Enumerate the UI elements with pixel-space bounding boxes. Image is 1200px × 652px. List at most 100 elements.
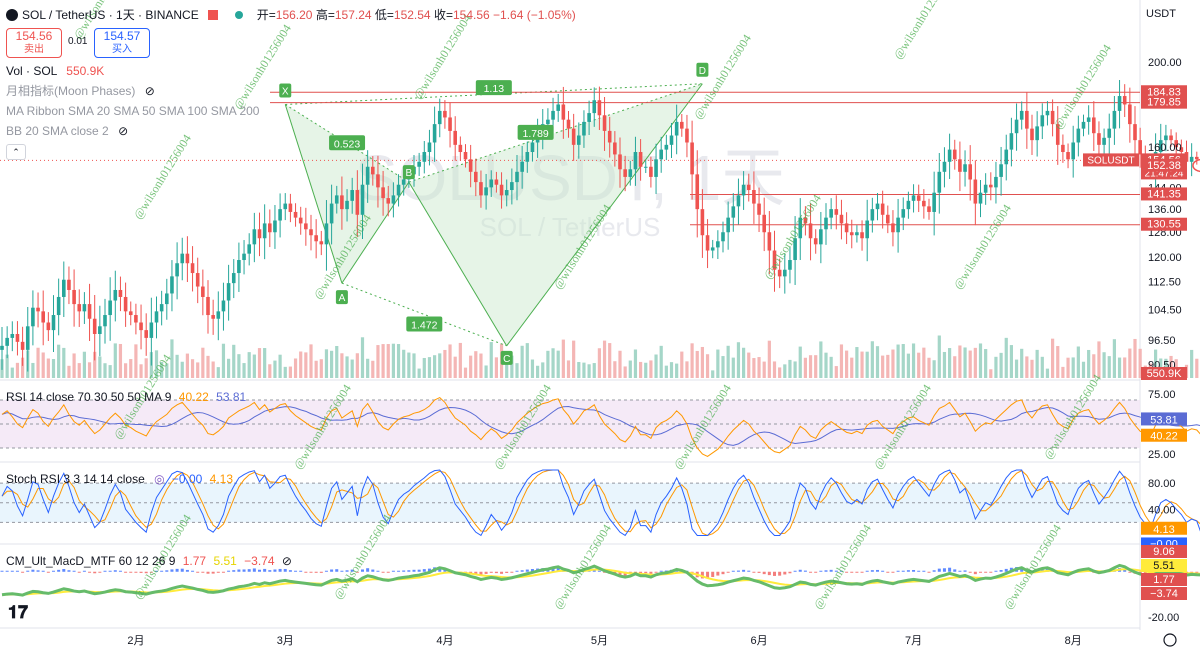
- volume-bar: [93, 351, 97, 378]
- volume-bar: [551, 348, 555, 378]
- macd-hist-bar: [1195, 571, 1199, 573]
- volume-bar: [942, 351, 947, 378]
- candle-body: [721, 232, 725, 242]
- harmonic-point-b: [402, 165, 415, 180]
- candle-body: [1112, 110, 1117, 129]
- volume-bar: [1009, 345, 1013, 378]
- candle-body: [994, 176, 998, 188]
- moon-legend[interactable]: 月相指标(Moon Phases) ⊘: [6, 82, 155, 99]
- macd-hist-bar: [31, 569, 35, 572]
- sell-button[interactable]: 154.56 卖出: [6, 28, 62, 58]
- macd-hist-bar: [288, 570, 292, 572]
- currency-label[interactable]: USDT: [1146, 8, 1176, 20]
- user-watermark-text: @wilsonh01256004: [811, 522, 874, 612]
- macd-hist-bar: [1190, 571, 1194, 573]
- buy-button[interactable]: 154.57 买入: [94, 28, 150, 58]
- candle-body: [932, 192, 936, 212]
- volume-bar: [113, 343, 117, 378]
- bb-legend[interactable]: BB 20 SMA close 2 ⊘: [6, 124, 128, 138]
- candle-body: [46, 322, 51, 331]
- volume-bar: [613, 361, 617, 378]
- x-tick-label: 2月: [127, 635, 144, 647]
- candle-body: [556, 104, 560, 111]
- price-label-value: 141.35: [1147, 188, 1181, 200]
- candle-body: [952, 149, 957, 160]
- macd-hist-bar: [335, 569, 339, 572]
- macd-hist-bar: [793, 570, 797, 572]
- candle-body: [793, 238, 797, 261]
- macd-hist-bar: [942, 568, 946, 572]
- candle-body: [669, 135, 674, 145]
- volume-bar: [927, 357, 931, 378]
- eye-off-icon[interactable]: ⊘: [144, 84, 155, 98]
- x-tick-label: 6月: [750, 635, 767, 647]
- macd-hist-bar: [762, 571, 766, 575]
- volume-bar: [10, 367, 14, 378]
- candle-body: [396, 184, 401, 196]
- macd-hist-bar: [659, 570, 663, 572]
- macd-hist-bar: [427, 568, 431, 572]
- volume-bar: [870, 341, 874, 378]
- candle-body: [937, 171, 942, 193]
- macd-hist-bar: [417, 569, 421, 572]
- macd-hist-bar: [515, 570, 519, 572]
- macd-hist-bar: [319, 571, 323, 573]
- volume-bar: [433, 355, 437, 378]
- volume-bar: [731, 357, 735, 378]
- candle-body: [891, 223, 895, 233]
- macd-hist-bar: [778, 571, 782, 576]
- candle-body: [1014, 119, 1019, 134]
- volume-bar: [1040, 356, 1044, 378]
- volume-bar: [252, 354, 256, 378]
- volume-bar: [705, 354, 710, 378]
- volume-bar: [247, 352, 251, 378]
- symbol-header[interactable]: SOL / TetherUS · 1天 · BINANCE 开=156.20 高…: [6, 6, 576, 23]
- volume-bar: [335, 346, 339, 378]
- volume-bar: [984, 349, 988, 378]
- candle-body: [108, 300, 112, 316]
- volume-bar: [901, 344, 905, 378]
- volume-bar: [371, 360, 375, 378]
- volume-bar: [561, 339, 565, 378]
- rsi-legend[interactable]: RSI 14 close 70 30 50 50 MA 9 40.22 53.8…: [6, 390, 246, 404]
- candle-body: [134, 315, 138, 323]
- macd-hist-bar: [149, 571, 153, 573]
- volume-bar: [973, 347, 977, 378]
- harmonic-ratio-line: [284, 104, 410, 183]
- hist-value: −3.74: [244, 554, 275, 568]
- macd-hist-bar: [196, 571, 200, 573]
- stoch-legend[interactable]: Stoch RSI 3 3 14 14 close ◎ −0.00 4.13: [6, 472, 233, 486]
- volume-bar: [417, 368, 421, 378]
- tradingview-logo: 𝟏𝟕: [8, 602, 29, 622]
- stoch-title: Stoch RSI 3 3 14 14 close: [6, 472, 145, 486]
- ribbon-legend[interactable]: MA Ribbon SMA 20 SMA 50 SMA 100 SMA 200: [6, 104, 260, 118]
- volume-bar: [1190, 349, 1194, 378]
- collapse-chevron-icon[interactable]: ⌃: [6, 144, 26, 160]
- symbol-icon: [6, 9, 18, 21]
- refresh-icon[interactable]: ◎: [154, 472, 165, 486]
- volume-bar: [304, 352, 308, 378]
- volume-bar: [221, 343, 226, 378]
- macd-hist-bar: [505, 571, 509, 573]
- macd-hist-bar: [1004, 568, 1008, 572]
- volume-bar: [1117, 357, 1122, 378]
- candle-body: [190, 263, 195, 274]
- macd-hist-bar: [67, 570, 71, 572]
- harmonic-point-label: A: [339, 293, 346, 304]
- eye-off-icon[interactable]: ⊘: [118, 124, 129, 138]
- macd-hist-bar: [82, 570, 86, 572]
- candle-body: [448, 117, 452, 131]
- volume-bar: [190, 359, 195, 378]
- candle-body: [695, 174, 700, 210]
- hide-icon[interactable]: ⊘: [281, 554, 292, 568]
- macd-hist-bar: [556, 567, 560, 572]
- candle-body: [777, 269, 782, 277]
- macd-legend[interactable]: CM_Ult_MacD_MTF 60 12 26 9 1.77 5.51 −3.…: [6, 554, 292, 568]
- vol-legend[interactable]: Vol · SOL 550.9K: [6, 64, 104, 78]
- candle-body: [602, 115, 607, 131]
- price-tick-label: 136.00: [1148, 204, 1182, 216]
- candle-body: [1158, 140, 1163, 153]
- candle-body: [798, 217, 803, 239]
- rsi-tick-label: 75.00: [1148, 389, 1176, 401]
